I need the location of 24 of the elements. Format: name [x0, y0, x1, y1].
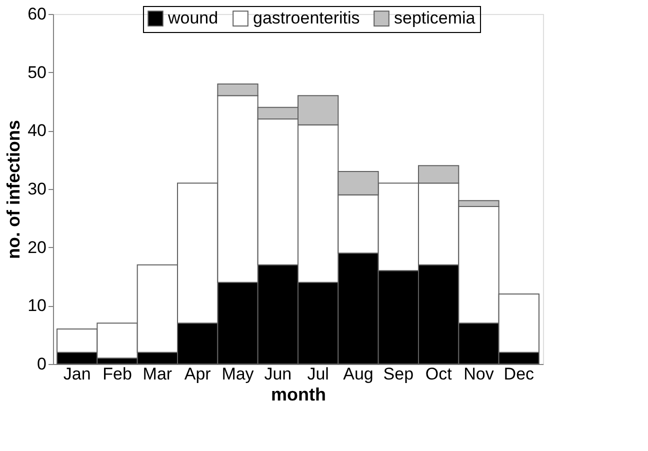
x-tick-label: Nov — [464, 364, 494, 384]
legend-label: septicemia — [394, 8, 476, 28]
y-tick-label: 20 — [28, 238, 46, 257]
x-tick-label: Aug — [343, 364, 374, 384]
x-tick-label: Apr — [184, 364, 212, 384]
x-tick-label: Dec — [504, 364, 535, 384]
y-tick-label: 50 — [28, 62, 46, 82]
y-tick-label: 10 — [28, 296, 46, 316]
x-tick-label: Oct — [425, 364, 452, 384]
legend-label: wound — [167, 8, 218, 28]
y-tick-label: 30 — [28, 180, 46, 198]
y-tick-label: 0 — [37, 354, 46, 374]
x-axis-title: month — [271, 384, 326, 404]
x-tick-label: Sep — [383, 364, 414, 384]
x-tick-label: Jul — [307, 364, 329, 384]
x-tick-label: May — [222, 364, 254, 384]
x-tick-label: Feb — [102, 364, 132, 384]
x-tick-label: Jun — [264, 364, 292, 384]
y-axis-title: no. of infections — [4, 120, 24, 259]
legend-label: gastroenteritis — [253, 8, 360, 28]
x-tick-label: Jan — [63, 364, 91, 384]
x-tick-label: Mar — [142, 364, 172, 384]
y-tick-label: 40 — [28, 121, 46, 140]
y-tick-label: 60 — [28, 4, 46, 24]
